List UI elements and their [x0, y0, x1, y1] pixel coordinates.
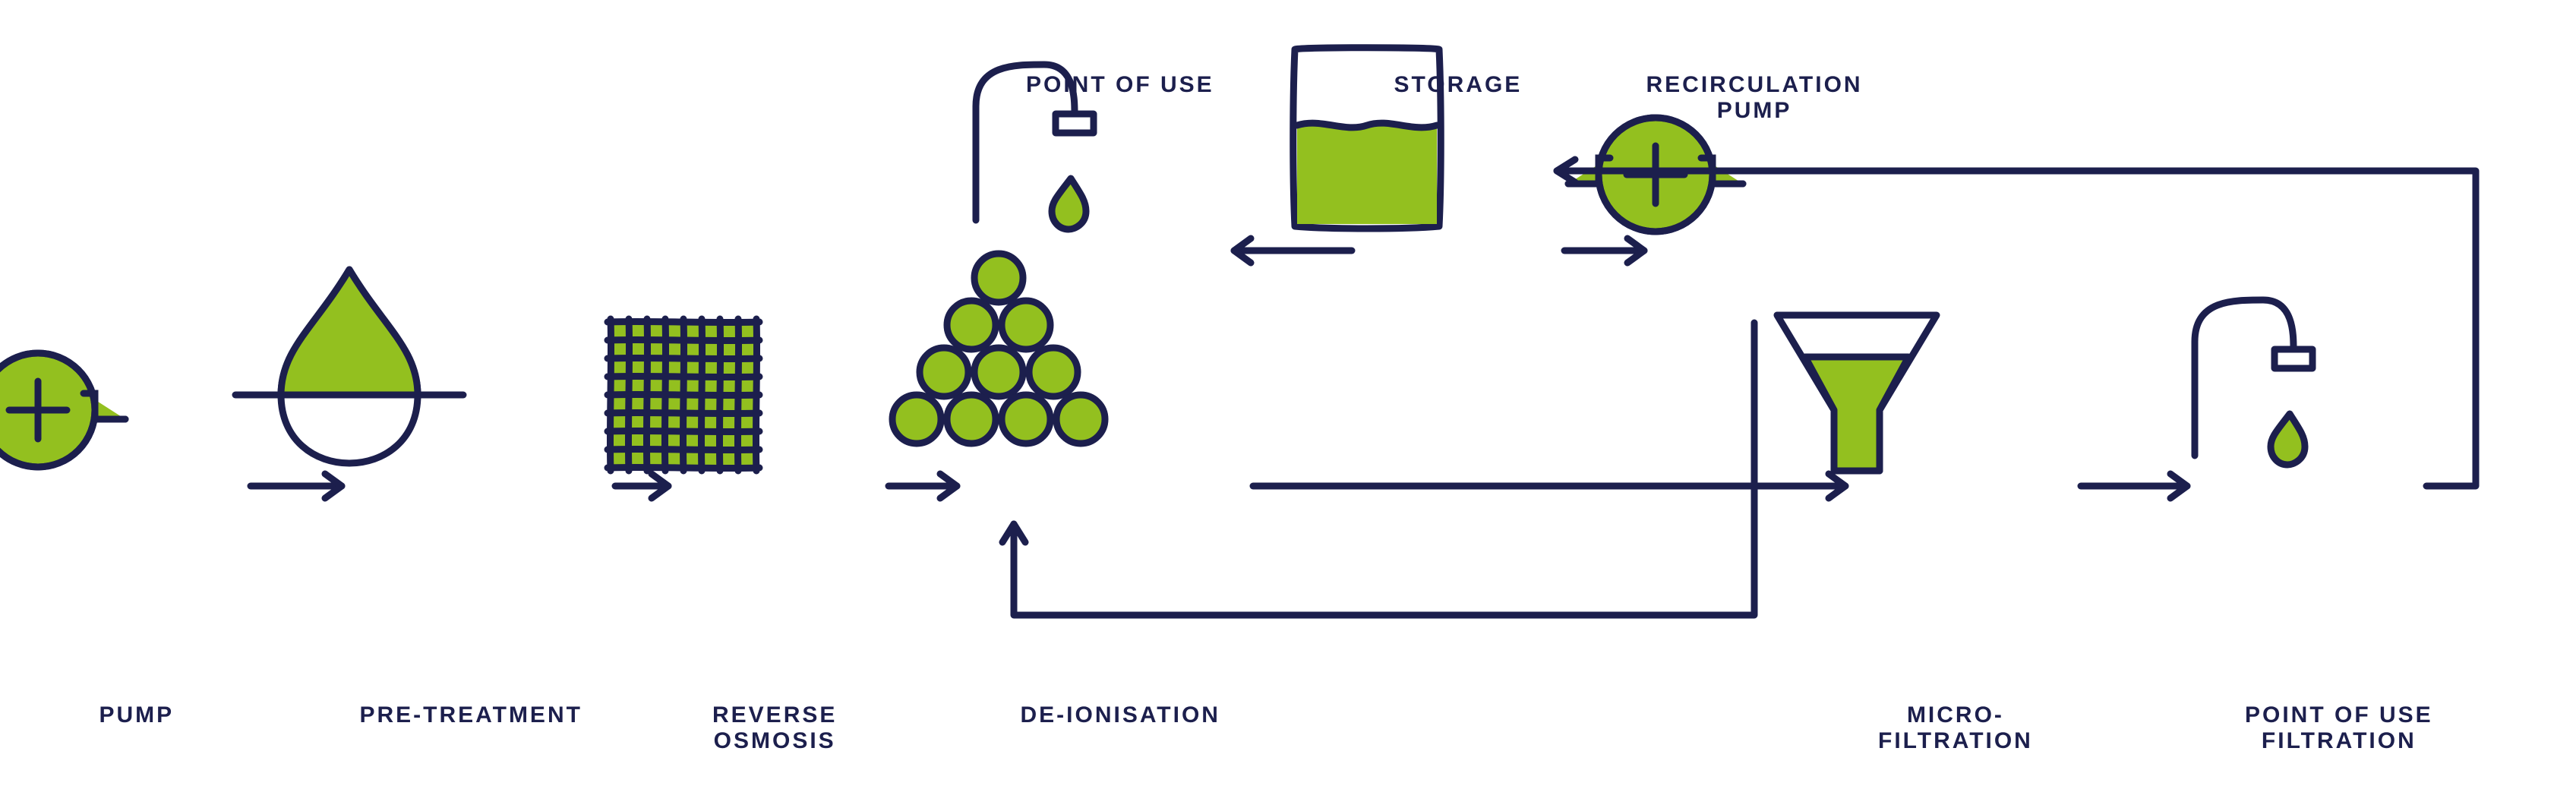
flow-diagram: PUMPPRE-TREATMENTREVERSE OSMOSISDE-IONIS…: [0, 0, 2576, 808]
path-return-to-storage: [0, 0, 2576, 808]
